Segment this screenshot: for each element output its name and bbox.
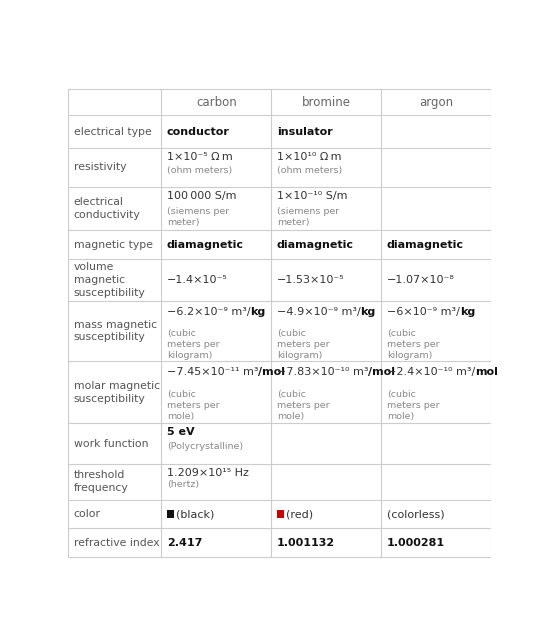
Text: 1.001132: 1.001132 <box>277 538 335 548</box>
Text: diamagnetic: diamagnetic <box>167 239 244 250</box>
Text: mol: mol <box>475 367 498 378</box>
Text: kg: kg <box>460 307 475 317</box>
Text: diamagnetic: diamagnetic <box>277 239 354 250</box>
Text: diamagnetic: diamagnetic <box>387 239 464 250</box>
Text: −2.4×10⁻¹⁰ m³/: −2.4×10⁻¹⁰ m³/ <box>387 367 475 378</box>
Text: (cubic
meters per
mole): (cubic meters per mole) <box>277 390 329 421</box>
Text: work function: work function <box>74 438 149 449</box>
Text: /mol: /mol <box>258 367 286 378</box>
Text: (black): (black) <box>176 509 214 519</box>
Text: bromine: bromine <box>302 96 351 109</box>
Text: magnetic type: magnetic type <box>74 239 153 250</box>
Text: conductor: conductor <box>167 127 230 136</box>
Text: (colorless): (colorless) <box>387 509 444 519</box>
Text: −7.83×10⁻¹⁰ m³: −7.83×10⁻¹⁰ m³ <box>277 367 369 378</box>
Text: (Polycrystalline): (Polycrystalline) <box>167 442 243 451</box>
Text: 1×10⁻⁵ Ω m: 1×10⁻⁵ Ω m <box>167 152 233 162</box>
Text: refractive index: refractive index <box>74 538 159 548</box>
Text: (hertz): (hertz) <box>167 481 199 490</box>
Text: /mol: /mol <box>369 367 395 378</box>
Text: molar magnetic
susceptibility: molar magnetic susceptibility <box>74 381 160 404</box>
Text: electrical
conductivity: electrical conductivity <box>74 197 140 220</box>
Text: insulator: insulator <box>277 127 333 136</box>
Text: −1.4×10⁻⁵: −1.4×10⁻⁵ <box>167 275 228 285</box>
Text: (siemens per
meter): (siemens per meter) <box>167 207 229 227</box>
Text: −1.07×10⁻⁸: −1.07×10⁻⁸ <box>387 275 455 285</box>
Text: (cubic
meters per
mole): (cubic meters per mole) <box>387 390 440 421</box>
Text: 1.209×10¹⁵ Hz: 1.209×10¹⁵ Hz <box>167 468 249 477</box>
Text: (ohm meters): (ohm meters) <box>277 166 342 175</box>
Text: (cubic
meters per
kilogram): (cubic meters per kilogram) <box>387 329 440 360</box>
Text: (cubic
meters per
kilogram): (cubic meters per kilogram) <box>167 329 219 360</box>
Text: threshold
frequency: threshold frequency <box>74 470 128 493</box>
Text: −7.45×10⁻¹¹ m³: −7.45×10⁻¹¹ m³ <box>167 367 258 378</box>
Text: (red): (red) <box>286 509 313 519</box>
Text: 1×10¹⁰ Ω m: 1×10¹⁰ Ω m <box>277 152 341 162</box>
Text: argon: argon <box>419 96 453 109</box>
Text: −4.9×10⁻⁹ m³/: −4.9×10⁻⁹ m³/ <box>277 307 360 317</box>
Text: (cubic
meters per
mole): (cubic meters per mole) <box>167 390 219 421</box>
Text: −6×10⁻⁹ m³/: −6×10⁻⁹ m³/ <box>387 307 460 317</box>
Text: 1.000281: 1.000281 <box>387 538 445 548</box>
Text: color: color <box>74 509 101 519</box>
Bar <box>277 510 283 518</box>
Bar <box>167 510 174 518</box>
Text: (cubic
meters per
kilogram): (cubic meters per kilogram) <box>277 329 329 360</box>
Text: volume
magnetic
susceptibility: volume magnetic susceptibility <box>74 262 145 298</box>
Text: kg: kg <box>251 307 266 317</box>
Text: kg: kg <box>360 307 376 317</box>
Text: (siemens per
meter): (siemens per meter) <box>277 207 339 227</box>
Text: carbon: carbon <box>196 96 237 109</box>
Text: 5 eV: 5 eV <box>167 427 194 437</box>
Text: electrical type: electrical type <box>74 127 151 136</box>
Text: −1.53×10⁻⁵: −1.53×10⁻⁵ <box>277 275 345 285</box>
Text: 100 000 S/m: 100 000 S/m <box>167 191 236 202</box>
Text: 2.417: 2.417 <box>167 538 202 548</box>
Text: −6.2×10⁻⁹ m³/: −6.2×10⁻⁹ m³/ <box>167 307 251 317</box>
Text: (ohm meters): (ohm meters) <box>167 166 232 175</box>
Text: resistivity: resistivity <box>74 163 126 173</box>
Text: mass magnetic
susceptibility: mass magnetic susceptibility <box>74 319 157 342</box>
Text: 1×10⁻¹⁰ S/m: 1×10⁻¹⁰ S/m <box>277 191 347 202</box>
